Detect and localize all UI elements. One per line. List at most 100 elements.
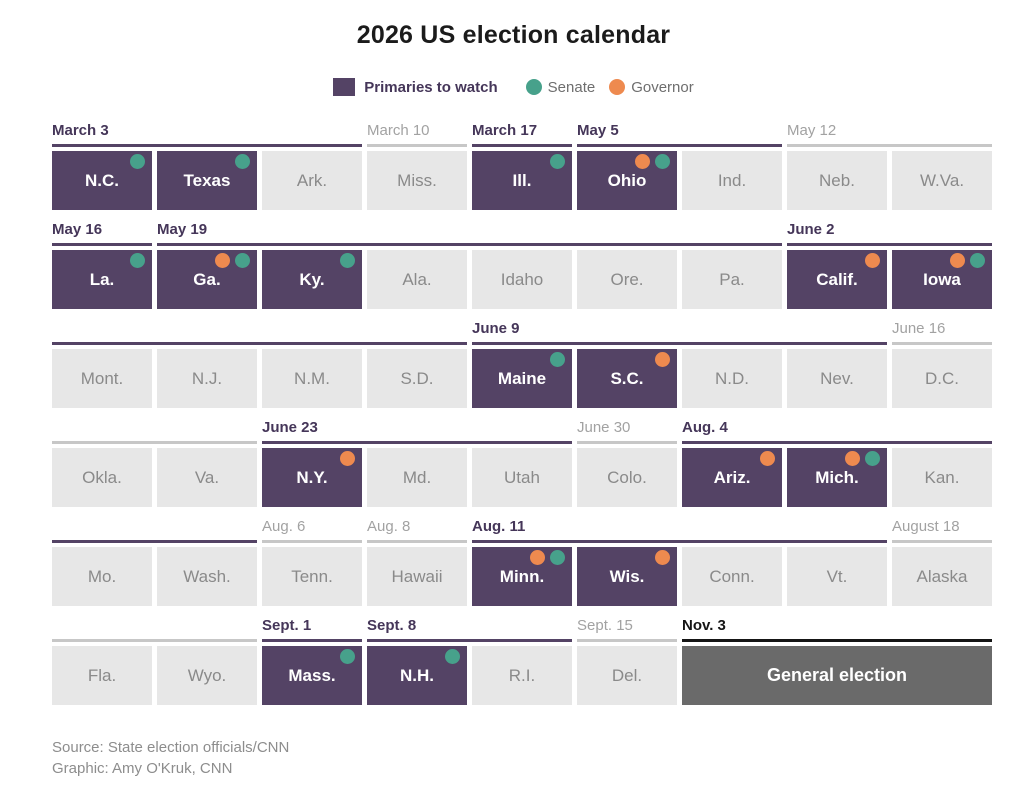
tile-ariz: Ariz. (682, 448, 782, 507)
tile-nev: Nev. (787, 349, 887, 408)
tile-label: D.C. (925, 368, 959, 388)
tile-label: Vt. (826, 566, 848, 586)
tile-label: Wash. (183, 566, 231, 586)
governor-dot-icon (340, 451, 355, 466)
race-dots (550, 154, 565, 169)
governor-dot-icon (865, 253, 880, 268)
date-group-june-9: June 9 (472, 319, 887, 345)
calendar-row-1: March 3 March 10 March 17 May 5 May 12 N.C. Te… (52, 121, 992, 210)
date-label: Aug. 4 (682, 419, 728, 436)
tile-label: N.M. (294, 368, 330, 388)
race-dots (340, 451, 355, 466)
tile-colo: Colo. (577, 448, 677, 507)
date-label: June 23 (262, 419, 318, 436)
tile-mont: Mont. (52, 349, 152, 408)
tile-label: Mont. (80, 368, 124, 388)
date-group-june-2: June 2 (787, 220, 992, 246)
governor-dot-icon (609, 79, 626, 95)
race-dots (845, 451, 880, 466)
date-label: June 9 (472, 320, 520, 337)
tile-label: Mass. (288, 665, 336, 685)
governor-dot-icon (950, 253, 965, 268)
tile-label: Ohio (607, 170, 647, 190)
tile-label: Colo. (607, 467, 647, 487)
tile-label: Ga. (193, 269, 221, 289)
tile-n-m: N.M. (262, 349, 362, 408)
tile-label: Ariz. (713, 467, 751, 487)
race-dots (340, 649, 355, 664)
tile-label: W.Va. (919, 170, 965, 190)
tile-label: Ind. (717, 170, 747, 190)
tile-label: N.Y. (296, 467, 328, 487)
governor-dot-icon (215, 253, 230, 268)
tile-n-j: N.J. (157, 349, 257, 408)
tile-ind: Ind. (682, 151, 782, 210)
senate-dot-icon (970, 253, 985, 268)
date-group-may-12: May 12 (787, 121, 992, 147)
race-dots (130, 253, 145, 268)
governor-dot-icon (530, 550, 545, 565)
race-dots (130, 154, 145, 169)
date-group-june-30: June 30 (577, 418, 677, 444)
tile-hawaii: Hawaii (367, 547, 467, 606)
tile-okla: Okla. (52, 448, 152, 507)
tile-label: Kan. (924, 467, 960, 487)
tile-label: Ky. (299, 269, 325, 289)
date-group-march-10: March 10 (367, 121, 467, 147)
tile-general-election: General election (682, 646, 992, 705)
date-group-may-16: May 16 (52, 220, 152, 246)
governor-dot-icon (655, 550, 670, 565)
date-label: May 16 (52, 221, 103, 238)
date-label: June 16 (892, 320, 946, 337)
senate-dot-icon (130, 253, 145, 268)
date-label: Nov. 3 (682, 617, 726, 634)
governor-dot-icon (845, 451, 860, 466)
tile-label: Hawaii (391, 566, 443, 586)
tile-alaska: Alaska (892, 547, 992, 606)
tile-d-c: D.C. (892, 349, 992, 408)
date-label: June 30 (577, 419, 631, 436)
calendar-row-5: Aug. 6 Aug. 8 Aug. 11 August 18 Mo. Wash. Tenn… (52, 517, 992, 606)
tile-label: N.J. (191, 368, 223, 388)
tile-label: S.D. (400, 368, 434, 388)
senate-dot-icon (235, 253, 250, 268)
tile-label: Wyo. (187, 665, 227, 685)
tile-ark: Ark. (262, 151, 362, 210)
tile-label: N.H. (400, 665, 434, 685)
election-calendar: March 3 March 10 March 17 May 5 May 12 N.C. Te… (52, 121, 992, 705)
date-label: Aug. 8 (367, 518, 411, 535)
tile-calif: Calif. (787, 250, 887, 309)
senate-dot-icon (235, 154, 250, 169)
date-group-continued (52, 616, 257, 642)
race-dots (550, 352, 565, 367)
date-label: June 2 (787, 221, 835, 238)
tile-n-c: N.C. (52, 151, 152, 210)
tile-label: Conn. (709, 566, 755, 586)
tile-ga: Ga. (157, 250, 257, 309)
calendar-row-2: May 16 May 19 June 2 La. Ga. Ky. Ala. Idaho Ore.… (52, 220, 992, 309)
tile-ore: Ore. (577, 250, 677, 309)
tile-label: S.C. (610, 368, 644, 388)
tile-label: Minn. (499, 566, 545, 586)
tile-s-d: S.D. (367, 349, 467, 408)
tile-md: Md. (367, 448, 467, 507)
race-dots (655, 352, 670, 367)
tile-label: Neb. (819, 170, 855, 190)
senate-dot-icon (550, 154, 565, 169)
tile-label: R.I. (508, 665, 536, 685)
race-dots (655, 550, 670, 565)
senate-dot-icon (525, 79, 542, 95)
tile-label: Texas (183, 170, 231, 190)
calendar-row-6: Sept. 1 Sept. 8 Sept. 15 Nov. 3 Fla. Wyo. Mass… (52, 616, 992, 705)
race-dots (950, 253, 985, 268)
date-label: August 18 (892, 518, 960, 535)
date-label: May 12 (787, 122, 837, 139)
date-label: May 5 (577, 122, 619, 139)
date-group-aug-11: Aug. 11 (472, 517, 887, 543)
tile-label: Del. (611, 665, 643, 685)
tile-label: Utah (504, 467, 540, 487)
date-group-june-23: June 23 (262, 418, 572, 444)
tile-idaho: Idaho (472, 250, 572, 309)
date-label: May 19 (157, 221, 208, 238)
date-group-may-19: May 19 (157, 220, 782, 246)
